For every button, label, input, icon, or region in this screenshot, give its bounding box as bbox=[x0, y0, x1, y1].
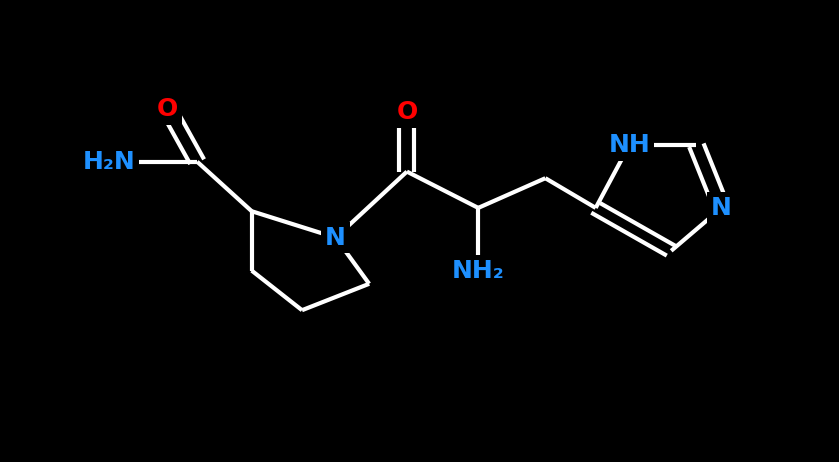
Text: H₂N: H₂N bbox=[83, 150, 135, 174]
Text: N: N bbox=[711, 196, 732, 220]
Text: O: O bbox=[396, 100, 418, 124]
Text: NH₂: NH₂ bbox=[452, 259, 504, 283]
Text: N: N bbox=[326, 225, 346, 249]
Text: NH: NH bbox=[608, 133, 650, 157]
Text: O: O bbox=[157, 97, 179, 121]
